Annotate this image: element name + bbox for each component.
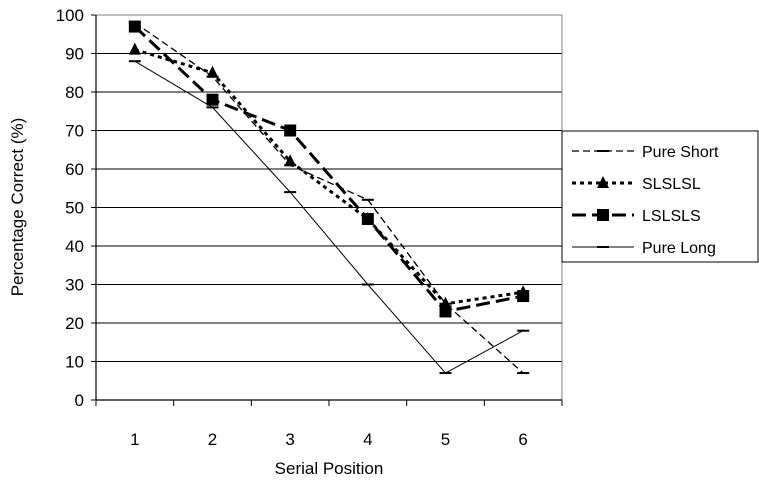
series-markers xyxy=(128,20,530,375)
x-axis-ticks: 1 2 3 4 5 6 xyxy=(95,400,563,449)
series-line-lslsls xyxy=(133,25,524,313)
y-tick-label: 40 xyxy=(65,237,84,256)
legend-label: LSLSLS xyxy=(642,208,701,225)
y-tick-label: 60 xyxy=(65,160,84,179)
y-tick-label: 70 xyxy=(65,122,84,141)
data-point-lslsls xyxy=(439,305,452,318)
y-tick-label: 20 xyxy=(65,314,84,333)
legend-label: Pure Short xyxy=(642,144,719,161)
data-point-lslsls xyxy=(517,290,530,303)
x-tick-label: 5 xyxy=(441,430,450,449)
x-tick-label: 1 xyxy=(130,430,139,449)
series-lines xyxy=(133,22,524,374)
y-tick-label: 100 xyxy=(56,6,84,25)
legend-item-lslsls: LSLSLS xyxy=(572,208,701,225)
y-axis-title: Percentage Correct (%) xyxy=(8,118,27,297)
data-point-slslsl xyxy=(206,65,219,78)
legend-item-pure-short: Pure Short xyxy=(572,144,719,161)
data-point-slslsl xyxy=(128,42,141,55)
x-tick-label: 3 xyxy=(285,430,294,449)
legend-box xyxy=(561,130,759,263)
data-point-lslsls xyxy=(206,93,219,106)
x-tick-label: 6 xyxy=(518,430,527,449)
y-axis-ticks: 0 10 20 30 40 50 60 70 80 90 100 xyxy=(56,6,96,410)
data-point-lslsls xyxy=(361,213,374,226)
legend-marker xyxy=(597,209,609,221)
legend: Pure Short SLSLSL LSLSLS Pure Long xyxy=(561,130,759,263)
series-line-slslsl xyxy=(134,48,524,306)
legend-item-pure-long: Pure Long xyxy=(572,240,716,257)
data-point-slslsl xyxy=(284,154,297,167)
legend-label: SLSLSL xyxy=(642,176,701,193)
x-axis-title: Serial Position xyxy=(275,459,384,478)
legend-label: Pure Long xyxy=(642,240,716,257)
series-line-pure-long xyxy=(134,60,524,374)
x-tick-label: 4 xyxy=(363,430,372,449)
y-tick-label: 30 xyxy=(65,276,84,295)
y-tick-label: 0 xyxy=(75,391,84,410)
y-tick-label: 10 xyxy=(65,353,84,372)
data-point-lslsls xyxy=(128,20,141,33)
legend-marker xyxy=(597,176,609,188)
data-point-lslsls xyxy=(284,124,297,137)
x-tick-label: 2 xyxy=(208,430,217,449)
y-tick-label: 50 xyxy=(65,199,84,218)
y-tick-label: 90 xyxy=(65,45,84,64)
legend-item-slslsl: SLSLSL xyxy=(572,176,701,193)
y-tick-label: 80 xyxy=(65,83,84,102)
